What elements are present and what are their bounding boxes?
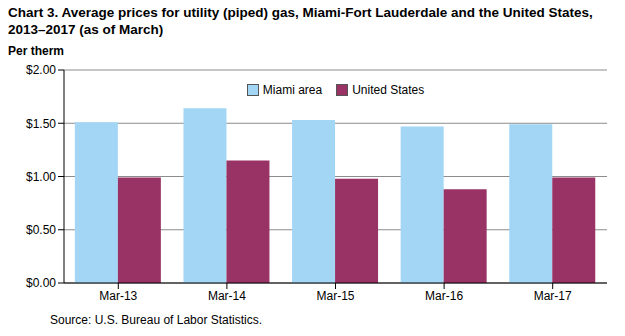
svg-text:Mar-16: Mar-16 bbox=[425, 289, 463, 303]
html-text:United States: United States bbox=[352, 83, 425, 97]
svg-text:Mar-15: Mar-15 bbox=[316, 289, 354, 303]
html-text:Per therm: Per therm bbox=[8, 44, 64, 58]
svg-text:Mar-13: Mar-13 bbox=[99, 289, 137, 303]
html-text:Source: U.S. Bureau of Labor S: Source: U.S. Bureau of Labor Statistics. bbox=[50, 313, 263, 327]
html-text:Chart 3. Average prices for ut: Chart 3. Average prices for utility (pip… bbox=[8, 5, 593, 37]
svg-text:Mar-14: Mar-14 bbox=[208, 289, 246, 303]
svg-text:Mar-17: Mar-17 bbox=[534, 289, 572, 303]
svg-text:$2.00: $2.00 bbox=[26, 63, 56, 77]
html-text:Miami area: Miami area bbox=[262, 83, 323, 97]
svg-text:$1.00: $1.00 bbox=[26, 170, 56, 184]
svg-text:$1.50: $1.50 bbox=[26, 117, 56, 131]
svg-text:$0.00: $0.00 bbox=[26, 276, 56, 290]
svg-text:$0.50: $0.50 bbox=[26, 223, 56, 237]
